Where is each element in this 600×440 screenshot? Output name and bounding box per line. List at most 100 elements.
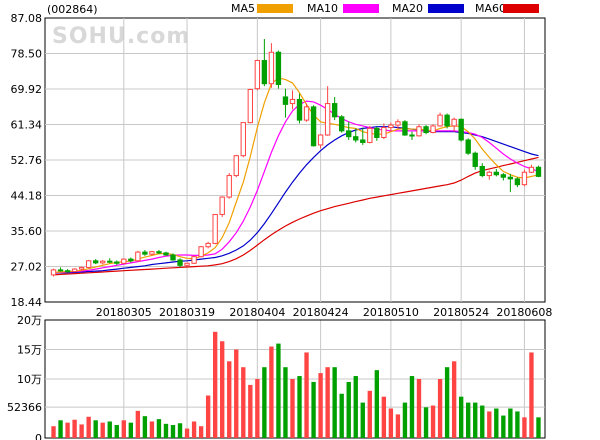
candle [416, 124, 422, 137]
volume-bar [339, 393, 344, 438]
candle [360, 127, 366, 145]
candle [261, 39, 268, 87]
candle-body-down [346, 130, 352, 138]
volume-bar [177, 423, 183, 438]
candle [486, 170, 492, 180]
legend-ma5-label: MA5 [231, 2, 255, 15]
candle [219, 196, 225, 217]
candle-body-down [409, 134, 415, 137]
volume-bar [51, 426, 56, 438]
candle-body-down [261, 60, 268, 85]
volume-bar [297, 376, 302, 438]
volume-bar [325, 367, 330, 438]
volume-bar [480, 405, 485, 438]
candle [93, 259, 99, 265]
candle-body-up [395, 121, 401, 126]
candle-body-up [367, 127, 373, 143]
candle [402, 120, 408, 136]
candle [78, 266, 85, 271]
volume-bar [430, 405, 436, 438]
candle [226, 173, 232, 199]
candle [507, 173, 514, 193]
candle-body-up [205, 242, 211, 248]
candle [170, 253, 176, 261]
candle [409, 131, 415, 140]
candle-body-down [458, 118, 464, 141]
candle-body-down [535, 166, 542, 177]
volume-bar [529, 352, 534, 438]
candle-body-down [57, 269, 64, 272]
volume-bar [121, 420, 126, 438]
volume-bar [522, 417, 527, 438]
volume-y-tick: 15万 [17, 344, 42, 357]
volume-bar [276, 343, 281, 438]
candle-body-up [451, 118, 457, 127]
candle [444, 113, 450, 129]
candle [324, 86, 331, 136]
volume-bar [388, 408, 394, 438]
candle-body-down [142, 251, 148, 255]
volume-bar [402, 402, 408, 438]
candle-body-down [360, 139, 366, 143]
candle-body-down [423, 126, 429, 134]
candle [149, 250, 155, 256]
date-x-tick: 20180319 [159, 306, 215, 319]
candle-body-up [71, 268, 78, 273]
price-y-tick: 35.60 [11, 225, 43, 238]
price-y-tick: 52.76 [11, 154, 43, 167]
volume-bar [107, 421, 112, 438]
volume-bar [58, 420, 63, 438]
volume-bar [416, 379, 422, 438]
candle [451, 117, 457, 132]
volume-bar [170, 425, 176, 438]
volume-bar [156, 419, 162, 438]
candle-body-up [303, 106, 310, 121]
volume-bar [184, 428, 190, 438]
candle [381, 123, 387, 140]
volume-y-tick: 0 [35, 432, 42, 440]
candle-body-down [444, 114, 450, 127]
ma10-line [53, 100, 539, 274]
candle-body-up [437, 114, 443, 127]
volume-y-tick: 10万 [17, 373, 42, 386]
date-x-tick: 20180424 [293, 306, 349, 319]
candle-body-down [163, 252, 169, 256]
volume-bar [353, 376, 358, 438]
stock-code: (002864) [47, 3, 98, 16]
candle [282, 88, 289, 118]
candle [156, 250, 162, 255]
legend-ma60-swatch [503, 4, 539, 13]
candle [64, 269, 71, 273]
price-y-tick: 44.18 [11, 190, 43, 203]
candle [198, 245, 204, 258]
candle [289, 90, 296, 110]
volume-bar [142, 416, 148, 438]
volume-bar [205, 395, 211, 438]
candle-body-down [177, 259, 183, 266]
ma60-line [53, 156, 539, 276]
volume-bar [311, 381, 316, 438]
volume-bar [437, 379, 443, 438]
volume-bar [114, 425, 119, 438]
candle-body-up [198, 246, 204, 258]
candle-body-down [493, 171, 499, 176]
volume-bar [234, 349, 239, 438]
candle [528, 164, 535, 174]
volume-bar [346, 381, 351, 438]
candle [107, 258, 113, 264]
candle-body-up [212, 213, 218, 244]
price-y-tick: 69.92 [11, 83, 43, 96]
candle [57, 267, 64, 272]
candle [367, 125, 373, 144]
candle-body-up [78, 266, 85, 270]
candle [114, 260, 120, 265]
volume-panel: 20万 15万 10万 52366 0 [7, 314, 546, 440]
price-y-tick: 78.50 [11, 48, 43, 61]
candle-body-up [254, 60, 261, 90]
candle-body-up [240, 122, 246, 157]
volume-bar [536, 417, 541, 438]
candle [437, 112, 443, 127]
volume-bar [451, 361, 457, 438]
candle-body-up [184, 262, 190, 266]
